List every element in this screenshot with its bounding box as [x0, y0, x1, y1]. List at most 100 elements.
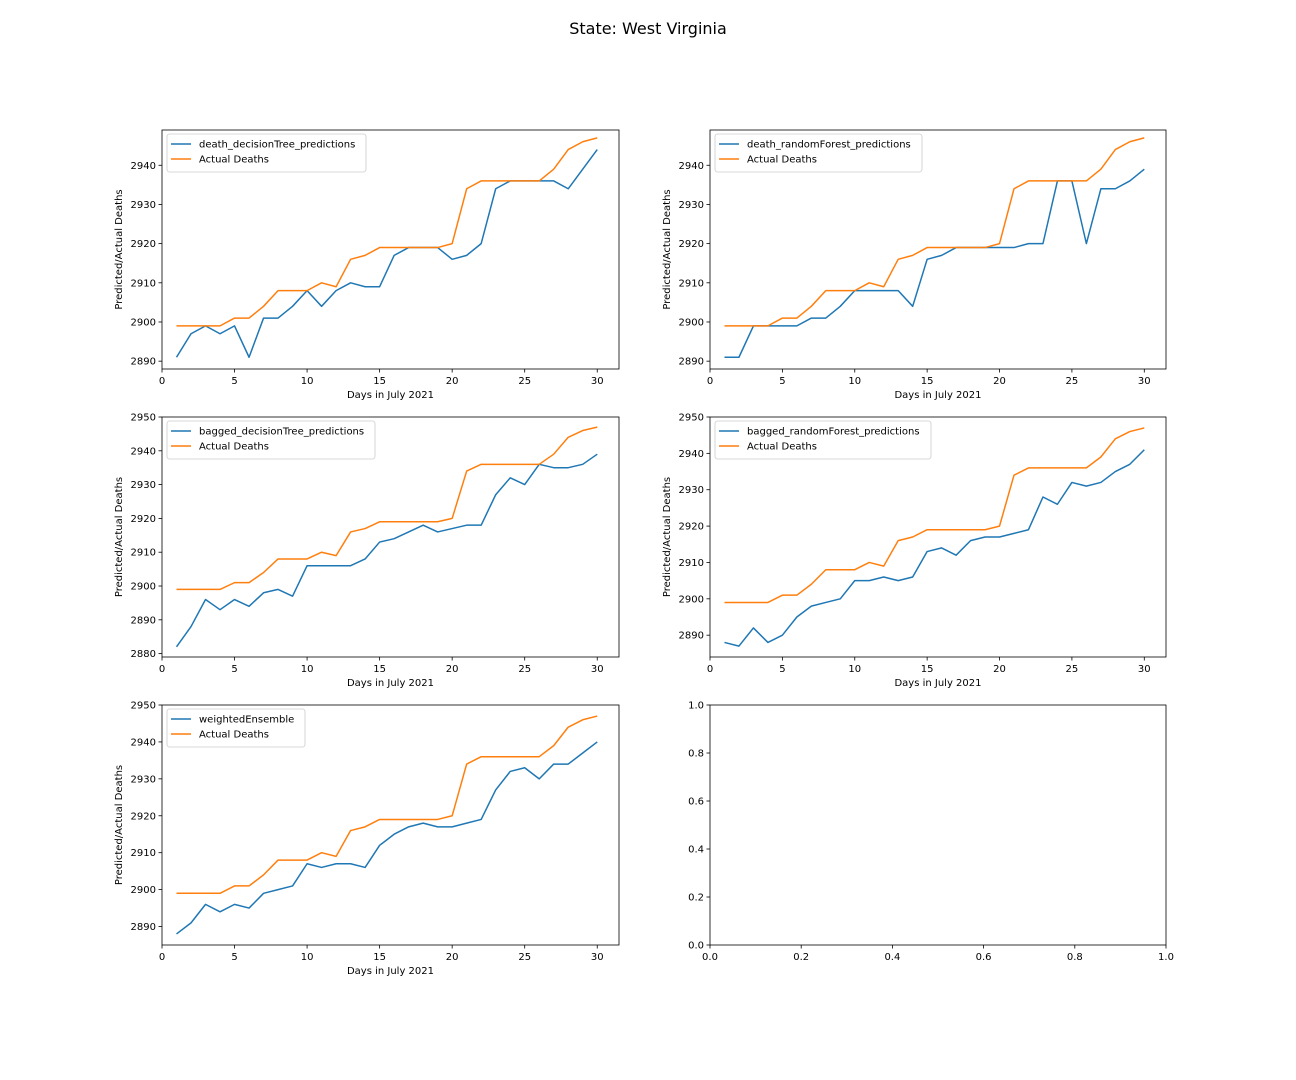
y-tick-label: 2920 [131, 811, 156, 822]
y-axis-label: Predicted/Actual Deaths [662, 189, 673, 309]
legend-box [166, 133, 367, 173]
subplot-1: 0 5 10 15 20 25 30 2890 2900 2910 2920 2930 2940 Days… [114, 129, 620, 401]
y-tick-label: 2910 [131, 548, 156, 559]
x-tick-label: 0 [707, 664, 713, 675]
x-tick-label: 20 [446, 952, 459, 963]
x-tick-label: 25 [518, 664, 531, 675]
y-tick-label: 2930 [679, 485, 704, 496]
y-tick-label: 2880 [131, 649, 156, 660]
x-tick-label: 25 [1066, 376, 1079, 387]
y-tick-label: 2910 [679, 558, 704, 569]
y-tick-label: 2890 [131, 357, 156, 368]
x-tick-label: 15 [373, 952, 386, 963]
subplot-5: 0 5 10 15 20 25 30 2890 2900 2910 2920 2930 2940 2950… [114, 701, 620, 977]
x-tick-label: 25 [1066, 664, 1079, 675]
legend-box [166, 708, 306, 748]
legend: bagged_randomForest_predictions Actual De… [714, 420, 932, 460]
x-tick-label: 30 [1138, 376, 1151, 387]
y-tick-label: 2920 [131, 514, 156, 525]
y-tick-label: 2920 [679, 522, 704, 533]
legend-label: Actual Deaths [199, 442, 269, 453]
legend: death_randomForest_predictions Actual Dea… [714, 133, 923, 173]
legend-label: Actual Deaths [747, 155, 817, 166]
series-line-actual [176, 137, 598, 327]
y-tick-label: 2900 [679, 594, 704, 605]
x-tick-label: 10 [301, 664, 314, 675]
x-tick-label: 0.4 [884, 952, 900, 963]
legend-label: bagged_decisionTree_predictions [199, 427, 364, 438]
y-tick-label: 2930 [131, 774, 156, 785]
x-tick-label: 10 [301, 952, 314, 963]
x-tick-label: 25 [518, 952, 531, 963]
x-tick-label: 30 [591, 952, 604, 963]
legend-label: death_randomForest_predictions [747, 140, 911, 151]
figure-title: State: West Virginia [569, 19, 727, 38]
axes-frame [161, 704, 620, 946]
x-tick-label: 0.2 [793, 952, 809, 963]
axes-frame [161, 129, 620, 370]
y-tick-label: 2890 [131, 615, 156, 626]
y-tick-label: 2900 [679, 317, 704, 328]
y-tick-label: 0.2 [688, 893, 704, 904]
x-tick-label: 0 [707, 376, 713, 387]
y-tick-label: 1.0 [688, 701, 704, 712]
x-tick-label: 5 [231, 952, 237, 963]
x-tick-label: 5 [779, 376, 785, 387]
y-tick-label: 0.4 [688, 845, 704, 856]
y-axis-label: Predicted/Actual Deaths [114, 477, 125, 597]
y-tick-label: 2900 [131, 885, 156, 896]
legend-label: bagged_randomForest_predictions [747, 427, 920, 438]
y-tick-label: 2950 [131, 413, 156, 424]
x-tick-label: 5 [231, 664, 237, 675]
series-line-prediction [175, 453, 598, 648]
x-tick-label: 10 [848, 376, 861, 387]
y-tick-label: 0.8 [688, 749, 704, 760]
series-line-prediction [176, 741, 598, 935]
x-axis-label: Days in July 2021 [347, 390, 434, 401]
y-tick-label: 2910 [131, 848, 156, 859]
subplot-3: 0 5 10 15 20 25 30 2880 2890 2900 2910 2920 2930 2940… [114, 413, 620, 689]
subplot-4: 0 5 10 15 20 25 30 2890 2900 2910 2920 2930 2940 2950… [662, 413, 1167, 689]
x-tick-label: 15 [373, 664, 386, 675]
x-tick-label: 20 [993, 376, 1006, 387]
y-tick-label: 2950 [131, 701, 156, 712]
x-tick-label: 20 [446, 376, 459, 387]
subplot-2: 0 5 10 15 20 25 30 2890 2900 2910 2920 2930 2940 Days… [662, 129, 1167, 401]
y-tick-label: 0.6 [688, 797, 704, 808]
legend-label: Actual Deaths [199, 155, 269, 166]
legend-box [714, 133, 923, 173]
legend-label: death_decisionTree_predictions [199, 140, 355, 151]
axes-frame [709, 416, 1167, 658]
y-tick-label: 2940 [131, 446, 156, 457]
x-tick-label: 30 [1138, 664, 1151, 675]
x-tick-label: 0.6 [976, 952, 992, 963]
y-tick-label: 2930 [131, 480, 156, 491]
series-line-actual [724, 427, 1145, 604]
subplot-6: 0.0 0.2 0.4 0.6 0.8 1.0 0.0 0.2 0.4 0.6 0.8 1.0 [688, 701, 1174, 964]
series-line-actual [176, 426, 598, 591]
y-tick-label: 2920 [679, 239, 704, 250]
legend-box [714, 420, 932, 460]
series-line-prediction [724, 449, 1145, 647]
x-tick-label: 15 [921, 376, 934, 387]
y-tick-label: 0.0 [688, 941, 704, 952]
x-tick-label: 0 [159, 376, 165, 387]
y-tick-label: 2930 [131, 200, 156, 211]
x-tick-label: 10 [848, 664, 861, 675]
axes-frame [161, 416, 620, 658]
y-tick-label: 2940 [679, 449, 704, 460]
y-tick-label: 2890 [131, 922, 156, 933]
x-axis-label: Days in July 2021 [894, 678, 981, 689]
y-tick-label: 2940 [131, 737, 156, 748]
axes-frame [709, 704, 1167, 946]
x-tick-label: 10 [301, 376, 314, 387]
x-tick-label: 0.0 [702, 952, 718, 963]
x-tick-label: 20 [446, 664, 459, 675]
y-tick-label: 2930 [679, 200, 704, 211]
x-tick-label: 30 [591, 664, 604, 675]
legend-label: Actual Deaths [747, 442, 817, 453]
x-tick-label: 0 [159, 664, 165, 675]
x-tick-label: 30 [591, 376, 604, 387]
x-tick-label: 5 [779, 664, 785, 675]
